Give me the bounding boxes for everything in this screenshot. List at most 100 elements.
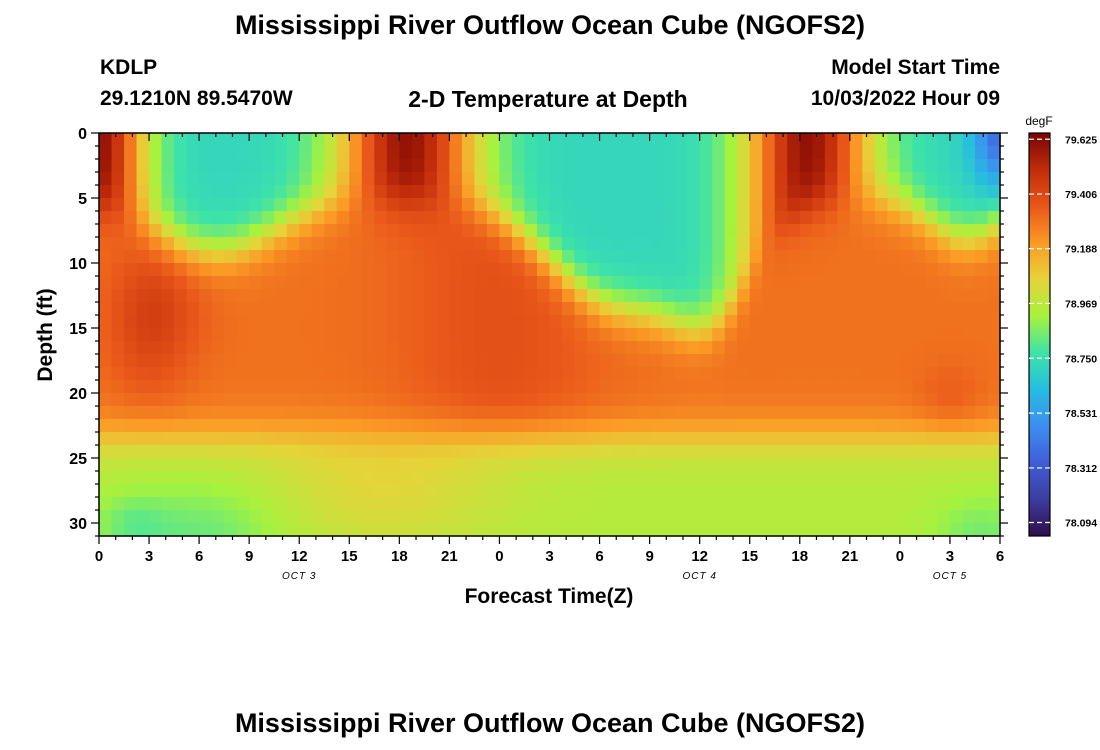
heatmap-cell xyxy=(399,497,413,511)
heatmap-cell xyxy=(286,315,300,329)
heatmap-cell xyxy=(536,185,551,199)
heatmap-cell xyxy=(774,458,788,472)
heatmap-cell xyxy=(149,419,163,433)
heatmap-cell xyxy=(161,393,175,407)
heatmap-cell xyxy=(699,419,713,433)
heatmap-cell xyxy=(612,471,626,485)
heatmap-cell xyxy=(386,458,400,472)
heatmap-cell xyxy=(236,198,250,212)
heatmap-cell xyxy=(774,367,788,381)
heatmap-cell xyxy=(211,211,225,225)
heatmap-cell xyxy=(974,172,989,186)
heatmap-cell xyxy=(324,289,338,303)
heatmap-cell xyxy=(912,445,926,459)
heatmap-cell xyxy=(912,341,926,355)
heatmap-cell xyxy=(436,393,450,407)
heatmap-cell xyxy=(924,276,939,290)
heatmap-cell xyxy=(511,289,526,303)
heatmap-cell xyxy=(361,484,375,498)
heatmap-cell xyxy=(461,497,476,511)
y-tick-label: 20 xyxy=(69,386,87,403)
heatmap-cell xyxy=(124,237,138,251)
heatmap-cell xyxy=(111,484,125,498)
heatmap-cell xyxy=(174,393,188,407)
heatmap-cell xyxy=(862,380,876,394)
heatmap-cell xyxy=(286,497,300,511)
heatmap-cell xyxy=(612,133,626,147)
heatmap-cell xyxy=(324,250,338,264)
heatmap-cell xyxy=(449,146,463,160)
heatmap-cell xyxy=(174,380,188,394)
heatmap-cell xyxy=(949,497,964,511)
heatmap-cell xyxy=(637,302,651,316)
heatmap-cell xyxy=(962,367,976,381)
heatmap-cell xyxy=(574,406,588,420)
heatmap-cell xyxy=(399,263,413,277)
heatmap-cell xyxy=(336,133,350,147)
heatmap-cell xyxy=(899,328,913,342)
x-tick-label: 9 xyxy=(245,548,253,565)
heatmap-cell xyxy=(837,445,851,459)
heatmap-cell xyxy=(949,146,964,160)
heatmap-cell xyxy=(111,328,125,342)
heatmap-cell xyxy=(124,276,138,290)
heatmap-cell xyxy=(436,302,450,316)
heatmap-cell xyxy=(624,432,638,446)
heatmap-cell xyxy=(461,367,476,381)
heatmap-cell xyxy=(862,302,876,316)
heatmap-cell xyxy=(624,133,638,147)
heatmap-cell xyxy=(449,484,463,498)
heatmap-cell xyxy=(311,432,325,446)
heatmap-cell xyxy=(962,432,976,446)
heatmap-cell xyxy=(499,445,513,459)
heatmap-cell xyxy=(411,133,425,147)
heatmap-cell xyxy=(236,341,250,355)
colorbar: degF 79.62579.40679.18878.96978.75078.53… xyxy=(1025,114,1097,537)
heatmap-cell xyxy=(562,328,576,342)
heatmap-cell xyxy=(224,341,238,355)
heatmap-cell xyxy=(136,263,150,277)
heatmap-cell xyxy=(349,341,363,355)
heatmap-cell xyxy=(649,289,663,303)
heatmap-cell xyxy=(236,497,250,511)
heatmap-cell xyxy=(486,289,501,303)
heatmap-cell xyxy=(474,289,488,303)
heatmap-cell xyxy=(274,276,288,290)
heatmap-cell xyxy=(124,380,138,394)
heatmap-cell xyxy=(449,328,463,342)
heatmap-cell xyxy=(424,523,438,537)
heatmap-cell xyxy=(912,328,926,342)
heatmap-cell xyxy=(987,211,1001,225)
heatmap-cell xyxy=(699,224,713,238)
heatmap-cell xyxy=(361,263,375,277)
heatmap-cell xyxy=(536,471,551,485)
heatmap-cell xyxy=(662,289,676,303)
heatmap-cell xyxy=(349,237,363,251)
heatmap-cell xyxy=(474,237,488,251)
station-coords: 29.1210N 89.5470W xyxy=(100,87,293,110)
heatmap-cell xyxy=(99,497,113,511)
heatmap-cell xyxy=(324,198,338,212)
heatmap-cell xyxy=(449,250,463,264)
heatmap-cell xyxy=(674,445,688,459)
heatmap-cell xyxy=(712,458,726,472)
heatmap-cell xyxy=(862,159,876,173)
heatmap-cell xyxy=(937,302,951,316)
heatmap-cell xyxy=(687,419,701,433)
heatmap-cell xyxy=(624,302,638,316)
heatmap-cell xyxy=(937,250,951,264)
heatmap-cell xyxy=(436,471,450,485)
heatmap-cell xyxy=(111,471,125,485)
heatmap-cell xyxy=(261,146,275,160)
heatmap-cell xyxy=(662,185,676,199)
heatmap-cell xyxy=(124,471,138,485)
heatmap-cell xyxy=(374,172,388,186)
heatmap-cell xyxy=(236,159,250,173)
bottom-chart-title: Mississippi River Outflow Ocean Cube (NG… xyxy=(234,708,866,738)
heatmap-cell xyxy=(837,406,851,420)
heatmap-cell xyxy=(837,172,851,186)
heatmap-cell xyxy=(612,380,626,394)
heatmap-cell xyxy=(712,432,726,446)
heatmap-cell xyxy=(261,367,275,381)
heatmap-cell xyxy=(812,146,826,160)
